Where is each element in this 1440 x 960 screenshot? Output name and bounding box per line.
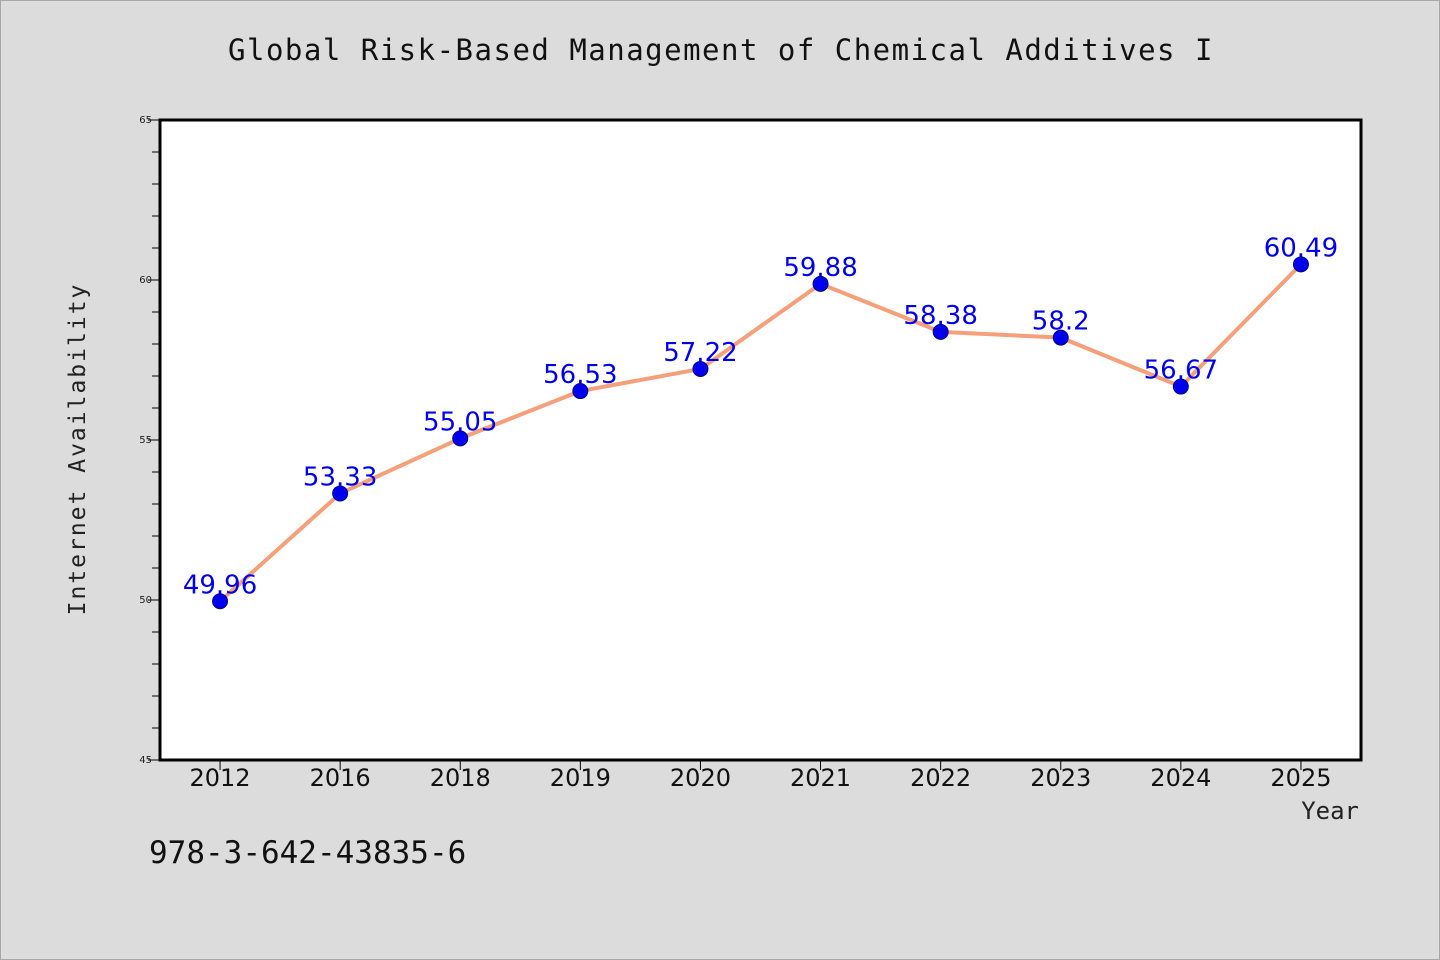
data-point xyxy=(812,275,829,292)
data-label: 60.49 xyxy=(1264,233,1338,263)
x-axis-label: Year xyxy=(1301,797,1359,825)
x-tick-label: 2019 xyxy=(550,764,611,792)
x-tick-label: 2023 xyxy=(1030,764,1091,792)
y-tick-label: 60 xyxy=(139,275,152,286)
x-axis: 2012 2016 2018 2019 2020 2021 2022 2023 2024 2025 xyxy=(190,760,1331,792)
data-label: 59.88 xyxy=(783,253,857,283)
data-point xyxy=(1292,256,1309,273)
x-tick-label: 2024 xyxy=(1150,764,1211,792)
x-tick-label: 2022 xyxy=(910,764,971,792)
data-label: 49.96 xyxy=(183,570,257,600)
data-point xyxy=(932,323,949,340)
data-point xyxy=(452,430,469,447)
x-tick-label: 2025 xyxy=(1270,764,1331,792)
data-point xyxy=(1052,329,1069,346)
y-tick-label: 65 xyxy=(139,115,152,126)
data-point xyxy=(692,360,709,377)
data-point xyxy=(1172,378,1189,395)
data-label: 58.2 xyxy=(1032,307,1090,337)
data-label: 58.38 xyxy=(903,301,977,331)
x-tick-label: 2018 xyxy=(430,764,491,792)
y-axis: 45 50 55 60 65 xyxy=(139,115,160,766)
y-tick-label: 55 xyxy=(139,435,152,446)
x-tick-label: 2016 xyxy=(310,764,371,792)
x-tick-label: 2012 xyxy=(190,764,251,792)
data-label: 55.05 xyxy=(423,407,497,437)
data-label: 56.53 xyxy=(543,360,617,390)
y-tick-label: 50 xyxy=(139,595,152,606)
plot-frame xyxy=(158,118,1363,762)
data-point xyxy=(212,593,229,610)
footnote-code: 978-3-642-43835-6 xyxy=(149,835,467,871)
data-point xyxy=(332,485,349,502)
chart-title: Global Risk-Based Management of Chemical… xyxy=(228,33,1214,67)
plot-area xyxy=(158,118,1363,762)
series-layer: 49.96 53.33 55.05 56.53 57.22 59.88 58.38 58.2 5… xyxy=(183,233,1338,610)
data-label: 57.22 xyxy=(663,338,737,368)
data-point xyxy=(572,383,589,400)
x-tick-label: 2020 xyxy=(670,764,731,792)
y-tick-label: 45 xyxy=(139,755,152,766)
data-label: 56.67 xyxy=(1144,356,1218,386)
x-tick-label: 2021 xyxy=(790,764,851,792)
data-label: 53.33 xyxy=(303,462,377,492)
series-line xyxy=(218,262,1303,604)
